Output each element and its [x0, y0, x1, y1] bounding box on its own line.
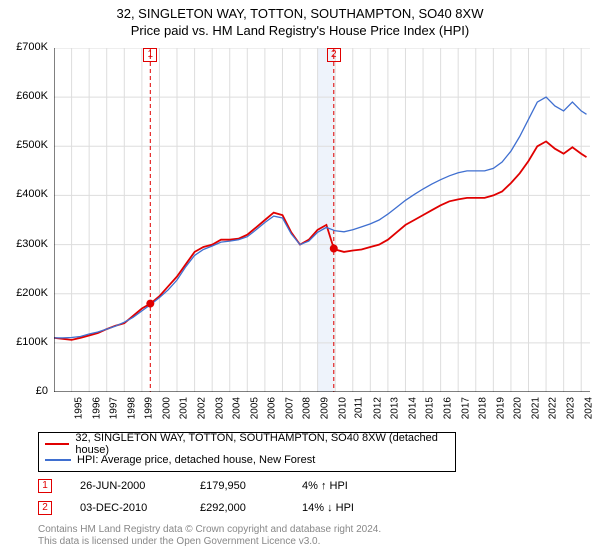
footer: Contains HM Land Registry data © Crown c… [38, 524, 381, 548]
x-tick-label: 1999 [144, 397, 155, 419]
x-tick-label: 2020 [513, 397, 524, 419]
x-tick-label: 2005 [249, 397, 260, 419]
y-tick-label: £200K [4, 287, 48, 299]
sale-marker-flag: 1 [143, 48, 157, 62]
x-tick-label: 2024 [583, 397, 594, 419]
x-tick-label: 2000 [161, 397, 172, 419]
legend: 32, SINGLETON WAY, TOTTON, SOUTHAMPTON, … [38, 432, 456, 472]
table-row: 2 03-DEC-2010 £292,000 14% ↓ HPI [38, 497, 564, 519]
x-tick-label: 2011 [354, 397, 365, 419]
x-tick-label: 1995 [73, 397, 84, 419]
legend-label: 32, SINGLETON WAY, TOTTON, SOUTHAMPTON, … [75, 432, 449, 456]
x-tick-label: 2022 [548, 397, 559, 419]
x-tick-label: 1998 [126, 397, 137, 419]
x-tick-label: 2013 [390, 397, 401, 419]
chart-svg [54, 48, 590, 392]
x-tick-label: 2015 [425, 397, 436, 419]
y-tick-label: £500K [4, 139, 48, 151]
x-tick-label: 2016 [442, 397, 453, 419]
legend-label: HPI: Average price, detached house, New … [77, 454, 315, 466]
y-tick-label: £0 [4, 385, 48, 397]
chart-plot-area [54, 48, 590, 392]
sale-date: 26-JUN-2000 [80, 480, 172, 492]
y-tick-label: £300K [4, 238, 48, 250]
x-tick-label: 2023 [565, 397, 576, 419]
legend-swatch [45, 443, 69, 445]
x-tick-label: 2009 [319, 397, 330, 419]
x-tick-label: 2006 [267, 397, 278, 419]
x-tick-label: 2017 [460, 397, 471, 419]
sale-price: £179,950 [200, 480, 274, 492]
x-tick-label: 2001 [179, 397, 190, 419]
chart-subtitle: Price paid vs. HM Land Registry's House … [0, 21, 600, 42]
chart-title: 32, SINGLETON WAY, TOTTON, SOUTHAMPTON, … [0, 0, 600, 21]
sale-marker-icon: 1 [38, 479, 52, 493]
legend-item: 32, SINGLETON WAY, TOTTON, SOUTHAMPTON, … [45, 436, 449, 452]
x-tick-label: 2021 [530, 397, 541, 419]
x-tick-label: 2003 [214, 397, 225, 419]
footer-line: Contains HM Land Registry data © Crown c… [38, 524, 381, 536]
y-tick-label: £400K [4, 188, 48, 200]
footer-line: This data is licensed under the Open Gov… [38, 536, 381, 548]
x-tick-label: 2014 [407, 397, 418, 419]
sale-date: 03-DEC-2010 [80, 502, 172, 514]
sale-delta: 4% ↑ HPI [302, 480, 412, 492]
y-tick-label: £600K [4, 90, 48, 102]
sale-marker-flag: 2 [327, 48, 341, 62]
sales-table: 1 26-JUN-2000 £179,950 4% ↑ HPI 2 03-DEC… [38, 475, 564, 519]
sale-price: £292,000 [200, 502, 274, 514]
x-tick-label: 2004 [231, 397, 242, 419]
x-tick-label: 2019 [495, 397, 506, 419]
sale-marker-icon: 2 [38, 501, 52, 515]
x-tick-label: 1997 [108, 397, 119, 419]
x-tick-label: 2008 [302, 397, 313, 419]
x-tick-label: 2012 [372, 397, 383, 419]
legend-swatch [45, 459, 71, 461]
sale-delta: 14% ↓ HPI [302, 502, 412, 514]
x-tick-label: 2002 [196, 397, 207, 419]
x-tick-label: 1996 [91, 397, 102, 419]
y-tick-label: £700K [4, 41, 48, 53]
x-tick-label: 2018 [477, 397, 488, 419]
chart-container: 32, SINGLETON WAY, TOTTON, SOUTHAMPTON, … [0, 0, 600, 560]
table-row: 1 26-JUN-2000 £179,950 4% ↑ HPI [38, 475, 564, 497]
x-tick-label: 2010 [337, 397, 348, 419]
y-tick-label: £100K [4, 336, 48, 348]
x-tick-label: 2007 [284, 397, 295, 419]
